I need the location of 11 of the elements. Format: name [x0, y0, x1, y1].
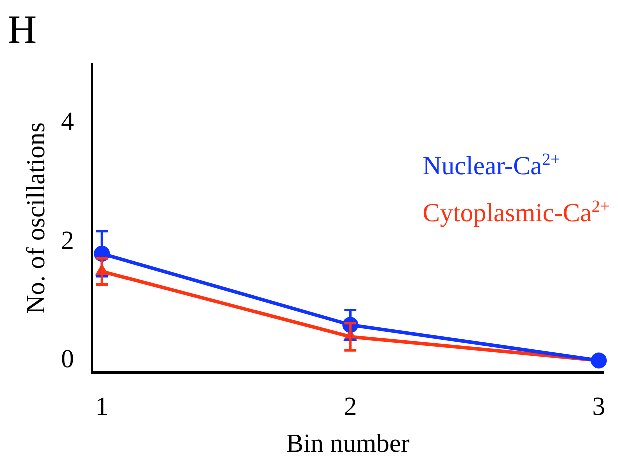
- x-tick-label: 2: [344, 392, 358, 422]
- x-tick-label: 1: [96, 392, 109, 422]
- y-tick-label: 2: [61, 226, 74, 255]
- text: Cytoplasmic-Ca$^{2+}$: [422, 196, 610, 230]
- y-axis-title: No. of oscillations: [21, 122, 50, 314]
- text: H: [8, 7, 37, 52]
- text: Nuclear-Ca$^{2+}$: [422, 149, 562, 183]
- x-tick-label: 3: [592, 392, 606, 422]
- y-tick-label: 4: [61, 107, 74, 136]
- y-tick-label: 0: [61, 344, 74, 374]
- x-axis-title: Bin number: [286, 429, 410, 458]
